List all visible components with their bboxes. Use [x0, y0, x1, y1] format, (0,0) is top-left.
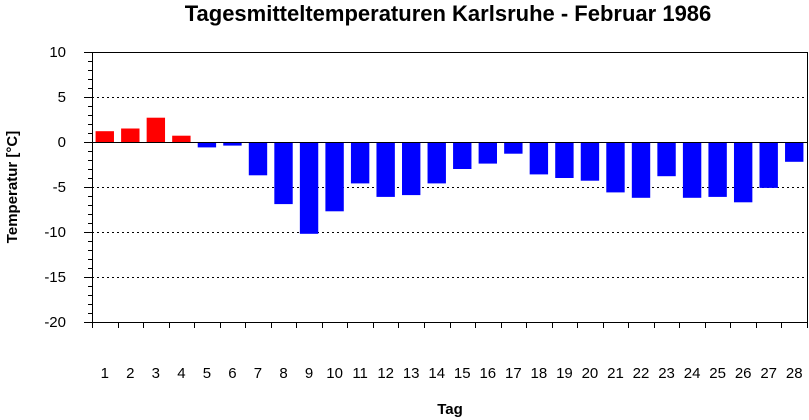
x-tick-label: 20 — [582, 365, 599, 382]
x-tick-label: 23 — [658, 365, 675, 382]
x-tick-label: 9 — [305, 365, 313, 382]
bar-day-18 — [529, 142, 549, 175]
bar-day-26 — [733, 142, 753, 203]
bar-day-7 — [248, 142, 268, 176]
bar-day-6 — [223, 142, 242, 146]
bar-day-25 — [708, 142, 727, 197]
bar-day-22 — [631, 142, 651, 198]
y-tick-label: -10 — [44, 224, 66, 241]
bar-day-5 — [197, 142, 217, 148]
bar-day-14 — [427, 142, 446, 184]
bar-day-15 — [453, 142, 472, 169]
x-tick-label: 6 — [228, 365, 236, 382]
bar-day-19 — [555, 142, 574, 178]
x-tick-label: 5 — [203, 365, 211, 382]
x-tick-label: 1 — [101, 365, 109, 382]
bar-day-12 — [376, 142, 395, 197]
bar-day-20 — [580, 142, 600, 181]
x-tick-label: 7 — [254, 365, 262, 382]
x-tick-label: 17 — [505, 365, 522, 382]
x-tick-label: 13 — [403, 365, 420, 382]
bar-day-28 — [785, 142, 804, 162]
x-tick-label: 10 — [326, 365, 343, 382]
bar-day-1 — [95, 131, 114, 142]
bar-day-9 — [299, 142, 319, 234]
bar-day-11 — [350, 142, 370, 184]
bars — [95, 117, 804, 234]
y-tick-labels: 10 5 0 -5 -10 -15 -20 — [44, 44, 66, 331]
x-tick-label: 4 — [177, 365, 185, 382]
y-tick-label: 5 — [58, 89, 66, 106]
x-tick-label: 3 — [152, 365, 160, 382]
x-tick-label: 16 — [479, 365, 496, 382]
x-tick-label: 26 — [735, 365, 752, 382]
axes — [84, 52, 808, 328]
y-tick-label: 10 — [49, 44, 66, 61]
x-tick-label: 15 — [454, 365, 471, 382]
bar-day-24 — [682, 142, 702, 198]
y-tick-label: 0 — [58, 134, 66, 151]
bar-day-10 — [325, 142, 344, 212]
x-tick-label: 18 — [531, 365, 548, 382]
bar-day-21 — [606, 142, 625, 193]
x-axis-label: Tag — [437, 401, 463, 418]
x-tick-label: 21 — [607, 365, 624, 382]
bar-day-4 — [172, 135, 191, 142]
bar-day-16 — [478, 142, 497, 164]
x-tick-label: 19 — [556, 365, 573, 382]
bar-day-8 — [274, 142, 293, 205]
x-tick-label: 11 — [352, 365, 368, 382]
bar-day-17 — [504, 142, 523, 154]
x-tick-label: 22 — [633, 365, 650, 382]
y-tick-label: -20 — [44, 314, 66, 331]
bar-day-13 — [402, 142, 421, 196]
chart-title: Tagesmitteltemperaturen Karlsruhe - Febr… — [185, 1, 712, 26]
x-tick-label: 27 — [760, 365, 777, 382]
x-tick-label: 14 — [428, 365, 445, 382]
x-tick-label: 28 — [786, 365, 803, 382]
bar-day-23 — [657, 142, 676, 177]
x-tick-label: 2 — [126, 365, 134, 382]
x-tick-label: 12 — [377, 365, 394, 382]
x-tick-label: 24 — [684, 365, 701, 382]
x-tick-label: 8 — [279, 365, 287, 382]
bar-day-27 — [759, 142, 778, 188]
y-tick-label: -15 — [44, 269, 66, 286]
bar-day-2 — [121, 128, 140, 142]
x-tick-labels: 1 2 3 4 5 6 7 8 9 10 11 12 13 14 15 16 17 18 19 20 21 22 23 24 2… — [101, 365, 803, 382]
y-axis-label: Temperatur [°C] — [4, 131, 21, 243]
y-tick-label: -5 — [53, 179, 66, 196]
x-tick-label: 25 — [709, 365, 726, 382]
bar-day-3 — [146, 117, 166, 142]
